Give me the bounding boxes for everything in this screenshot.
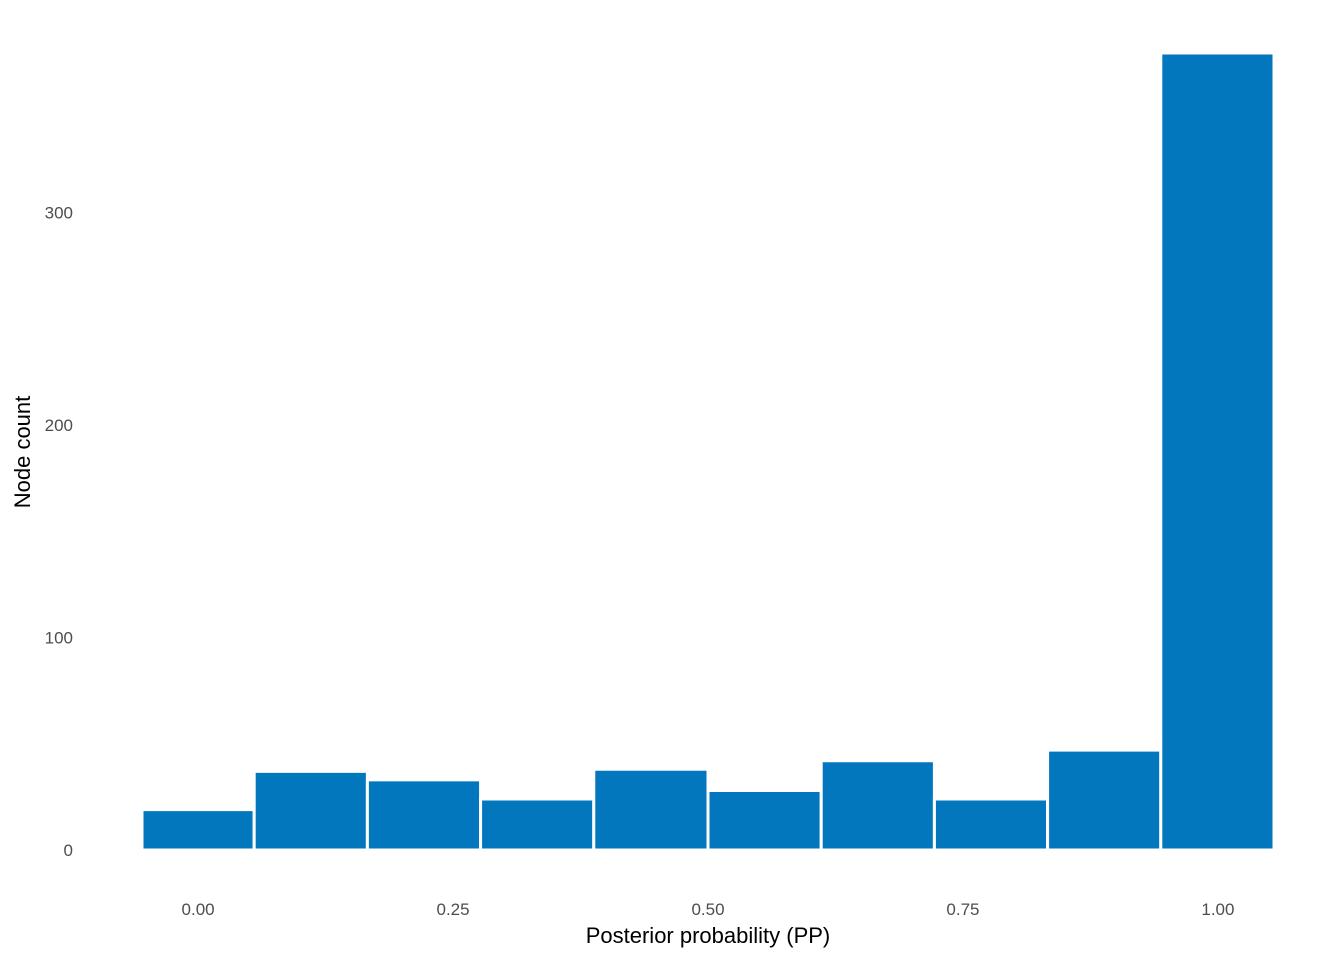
x-tick-label: 0.75 — [946, 900, 979, 919]
histogram-bar-4 — [592, 767, 710, 852]
histogram-bar-8 — [1046, 748, 1163, 852]
y-axis-ticks: 0 100 200 300 — [45, 203, 73, 860]
histogram-bar-7 — [932, 797, 1050, 852]
histogram-bar-1 — [252, 769, 369, 852]
histogram-bar-9 — [1159, 51, 1276, 852]
x-axis-title: Posterior probability (PP) — [586, 923, 831, 948]
x-axis-ticks: 0.00 0.25 0.50 0.75 1.00 — [182, 900, 1235, 919]
histogram-bar-5 — [706, 788, 823, 852]
y-tick-label: 0 — [64, 841, 73, 860]
histogram-bar-6 — [819, 759, 936, 852]
histogram-bar-0 — [140, 808, 256, 852]
y-tick-label: 200 — [45, 416, 73, 435]
x-tick-label: 1.00 — [1201, 900, 1234, 919]
x-tick-label: 0.50 — [691, 900, 724, 919]
histogram-bar-3 — [479, 797, 596, 852]
y-tick-label: 100 — [45, 628, 73, 647]
x-tick-label: 0.00 — [182, 900, 215, 919]
y-axis-title: Node count — [10, 396, 35, 509]
histogram-bar-2 — [365, 778, 483, 852]
y-tick-label: 300 — [45, 203, 73, 222]
x-tick-label: 0.25 — [436, 900, 469, 919]
histogram-bars — [140, 51, 1276, 852]
